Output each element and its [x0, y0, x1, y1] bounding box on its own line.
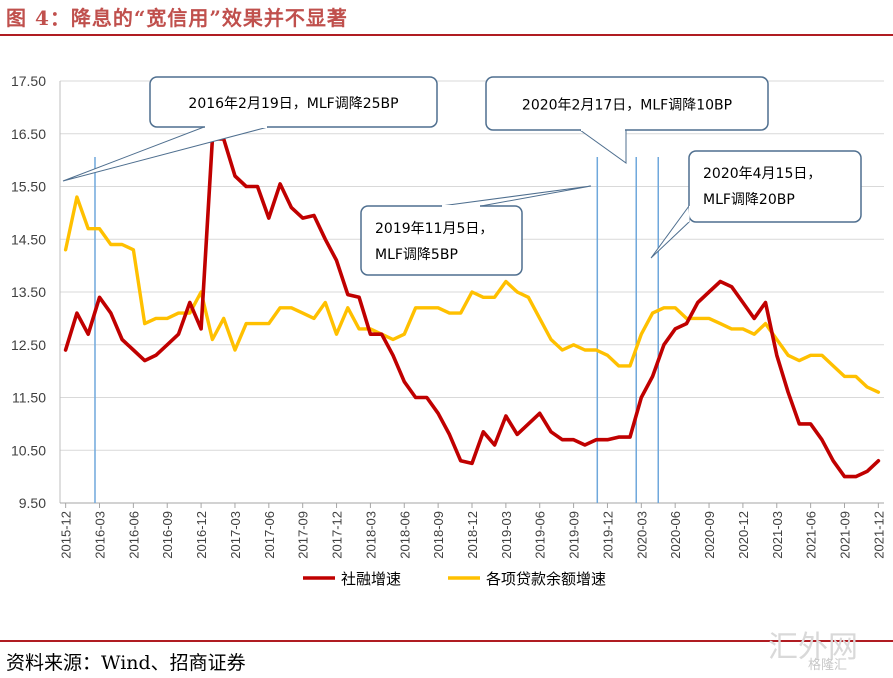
x-tick-label: 2020-09: [702, 511, 717, 559]
callout-box: [360, 205, 523, 276]
x-tick-label: 2019-06: [533, 511, 548, 559]
callout-text: 2016年2月19日，MLF调降25BP: [188, 96, 398, 112]
callout-box: [149, 76, 438, 128]
x-tick-label: 2018-09: [431, 511, 446, 559]
annotation-callout: 2016年2月19日，MLF调降25BP: [62, 76, 438, 182]
legend-label: 社融增速: [341, 570, 401, 588]
annotation-callout: 2019年11月5日， MLF调降5BP: [360, 185, 592, 276]
legend-item: 各项贷款余额增速: [448, 570, 606, 588]
x-tick-label: 2019-12: [600, 511, 615, 559]
legend-item: 社融增速: [303, 570, 401, 588]
y-tick-label: 13.50: [11, 284, 46, 300]
event-marker-lines: [94, 157, 659, 503]
callout-text: 2020年2月17日，MLF调降10BP: [522, 98, 732, 114]
y-tick-label: 12.50: [11, 337, 46, 353]
callout-text: 2019年11月5日，: [375, 221, 493, 237]
x-tick-label: 2019-09: [567, 511, 582, 559]
figure-title: 图 4：降息的“宽信用”效果并不显著: [6, 6, 348, 30]
legend-label: 各项贷款余额增速: [486, 570, 606, 588]
x-tick-label: 2015-12: [59, 511, 74, 559]
series-line-loan-balance: [63, 195, 881, 394]
y-tick-label: 17.50: [11, 73, 46, 89]
watermark-sub: 格隆汇: [808, 658, 848, 673]
source-rule: [0, 640, 893, 642]
callout-text: MLF调降5BP: [375, 247, 458, 263]
x-tick-label: 2016-12: [194, 511, 209, 559]
x-axis: 2015-12 2016-03 2016-06 2016-09 2016-12 2017-…: [59, 502, 886, 559]
x-tick-label: 2018-06: [397, 511, 412, 559]
series-line-social-financing: [63, 137, 881, 479]
x-tick-label: 2020-12: [736, 511, 751, 559]
x-tick-label: 2019-03: [499, 511, 514, 559]
x-tick-label: 2016-03: [93, 511, 108, 559]
callout-box: [485, 76, 769, 131]
x-tick-label: 2021-06: [804, 511, 819, 559]
callout-joint: [687, 205, 691, 223]
x-tick-label: 2018-12: [465, 511, 480, 559]
source-note: 资料来源：Wind、招商证券: [6, 652, 246, 674]
y-tick-label: 11.50: [12, 390, 46, 406]
annotation-callout: 2020年4月15日， MLF调降20BP: [650, 150, 862, 259]
annotation-callouts: 2016年2月19日，MLF调降25BP2019年11月5日，MLF调降5BP2…: [62, 76, 862, 276]
x-tick-label: 2017-06: [262, 511, 277, 559]
watermark: 汇外网: [768, 630, 858, 665]
x-tick-label: 2021-03: [770, 511, 785, 559]
y-tick-label: 14.50: [11, 231, 46, 247]
callout-pointer: [440, 185, 592, 207]
x-tick-label: 2017-12: [330, 511, 345, 559]
x-tick-label: 2020-03: [634, 511, 649, 559]
callout-text: MLF调降20BP: [703, 192, 795, 208]
x-tick-label: 2016-09: [160, 511, 175, 559]
series-lines: [63, 137, 881, 479]
x-tick-label: 2017-03: [228, 511, 243, 559]
x-tick-label: 2020-06: [668, 511, 683, 559]
callout-pointer: [578, 129, 627, 164]
x-tick-label: 2017-09: [296, 511, 311, 559]
y-tick-label: 9.50: [19, 495, 46, 511]
y-axis: 9.50 10.50 11.50 12.50 13.50 14.50 15.50 16.50 1…: [11, 73, 61, 511]
x-tick-label: 2016-06: [126, 511, 141, 559]
title-rule: [0, 34, 893, 36]
y-tick-label: 16.50: [11, 126, 46, 142]
callout-pointer: [62, 126, 269, 182]
callout-text: 2020年4月15日，: [703, 166, 821, 182]
callout-pointer: [650, 204, 690, 259]
x-tick-label: 2021-09: [837, 511, 852, 559]
callout-box: [688, 150, 862, 223]
x-tick-label: 2018-03: [363, 511, 378, 559]
y-tick-label: 10.50: [11, 442, 46, 458]
legend: 社融增速 各项贷款余额增速: [303, 570, 606, 588]
annotation-callout: 2020年2月17日，MLF调降10BP: [485, 76, 769, 164]
y-tick-label: 15.50: [11, 179, 46, 195]
chart: 9.50 10.50 11.50 12.50 13.50 14.50 15.50 16.50 1…: [11, 73, 886, 588]
x-tick-label: 2021-12: [871, 511, 886, 559]
